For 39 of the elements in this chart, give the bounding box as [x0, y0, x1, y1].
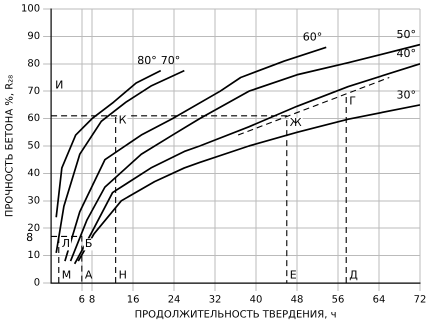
x-tick-label: 56 — [332, 294, 344, 306]
y-tick-label: 50 — [27, 140, 40, 152]
x-axis-title: ПРОДОЛЖИТЕЛЬНОСТЬ ТВЕРДЕНИЯ, ч — [134, 310, 336, 321]
series-label: 40° — [396, 47, 416, 60]
x-tick-label: 24 — [168, 294, 180, 306]
annotation: А — [84, 268, 93, 282]
series-label: 50° — [396, 28, 416, 41]
y-tick-label: 100 — [20, 4, 40, 15]
series-label: 30° — [396, 88, 416, 102]
y-tick-label: 70 — [27, 86, 40, 97]
annotation: М — [62, 268, 72, 282]
x-tick-label: 48 — [290, 294, 304, 306]
annotation: К — [118, 113, 127, 126]
series-label: 80° — [137, 54, 157, 68]
x-tick-label: 16 — [126, 294, 140, 306]
x-tick-label: 64 — [372, 294, 386, 306]
annotation: Д — [349, 268, 358, 282]
y-tick-label: 60 — [27, 113, 40, 124]
series-label: 60° — [302, 30, 322, 44]
annotation: Б — [84, 236, 92, 250]
annotation: Ж — [290, 116, 302, 130]
annotation: Е — [290, 268, 297, 282]
x-tick-label: 32 — [208, 294, 222, 306]
x-tick-label: 40 — [250, 294, 262, 306]
x-tick-label: 72 — [414, 294, 426, 306]
y-tick-label: 40 — [27, 168, 40, 179]
annotation: И — [55, 78, 64, 92]
y-axis-title: ПРОЧНОСТЬ БЕТОНА %, R₂₈ — [4, 74, 16, 218]
x-tick-label: 6 — [78, 294, 86, 306]
annotation: Л — [62, 236, 70, 250]
y-tick-label: 10 — [27, 250, 40, 262]
x-tick-label: 8 — [88, 294, 96, 306]
y-tick-label: 0 — [34, 278, 40, 289]
annotation: Г — [349, 94, 356, 108]
y-tick-label: 90 — [27, 30, 40, 42]
y-tick-label: 80 — [27, 58, 40, 70]
series-label: 70° — [160, 54, 180, 68]
annotation: Н — [118, 268, 127, 282]
y-tick-label: 30 — [27, 195, 40, 206]
